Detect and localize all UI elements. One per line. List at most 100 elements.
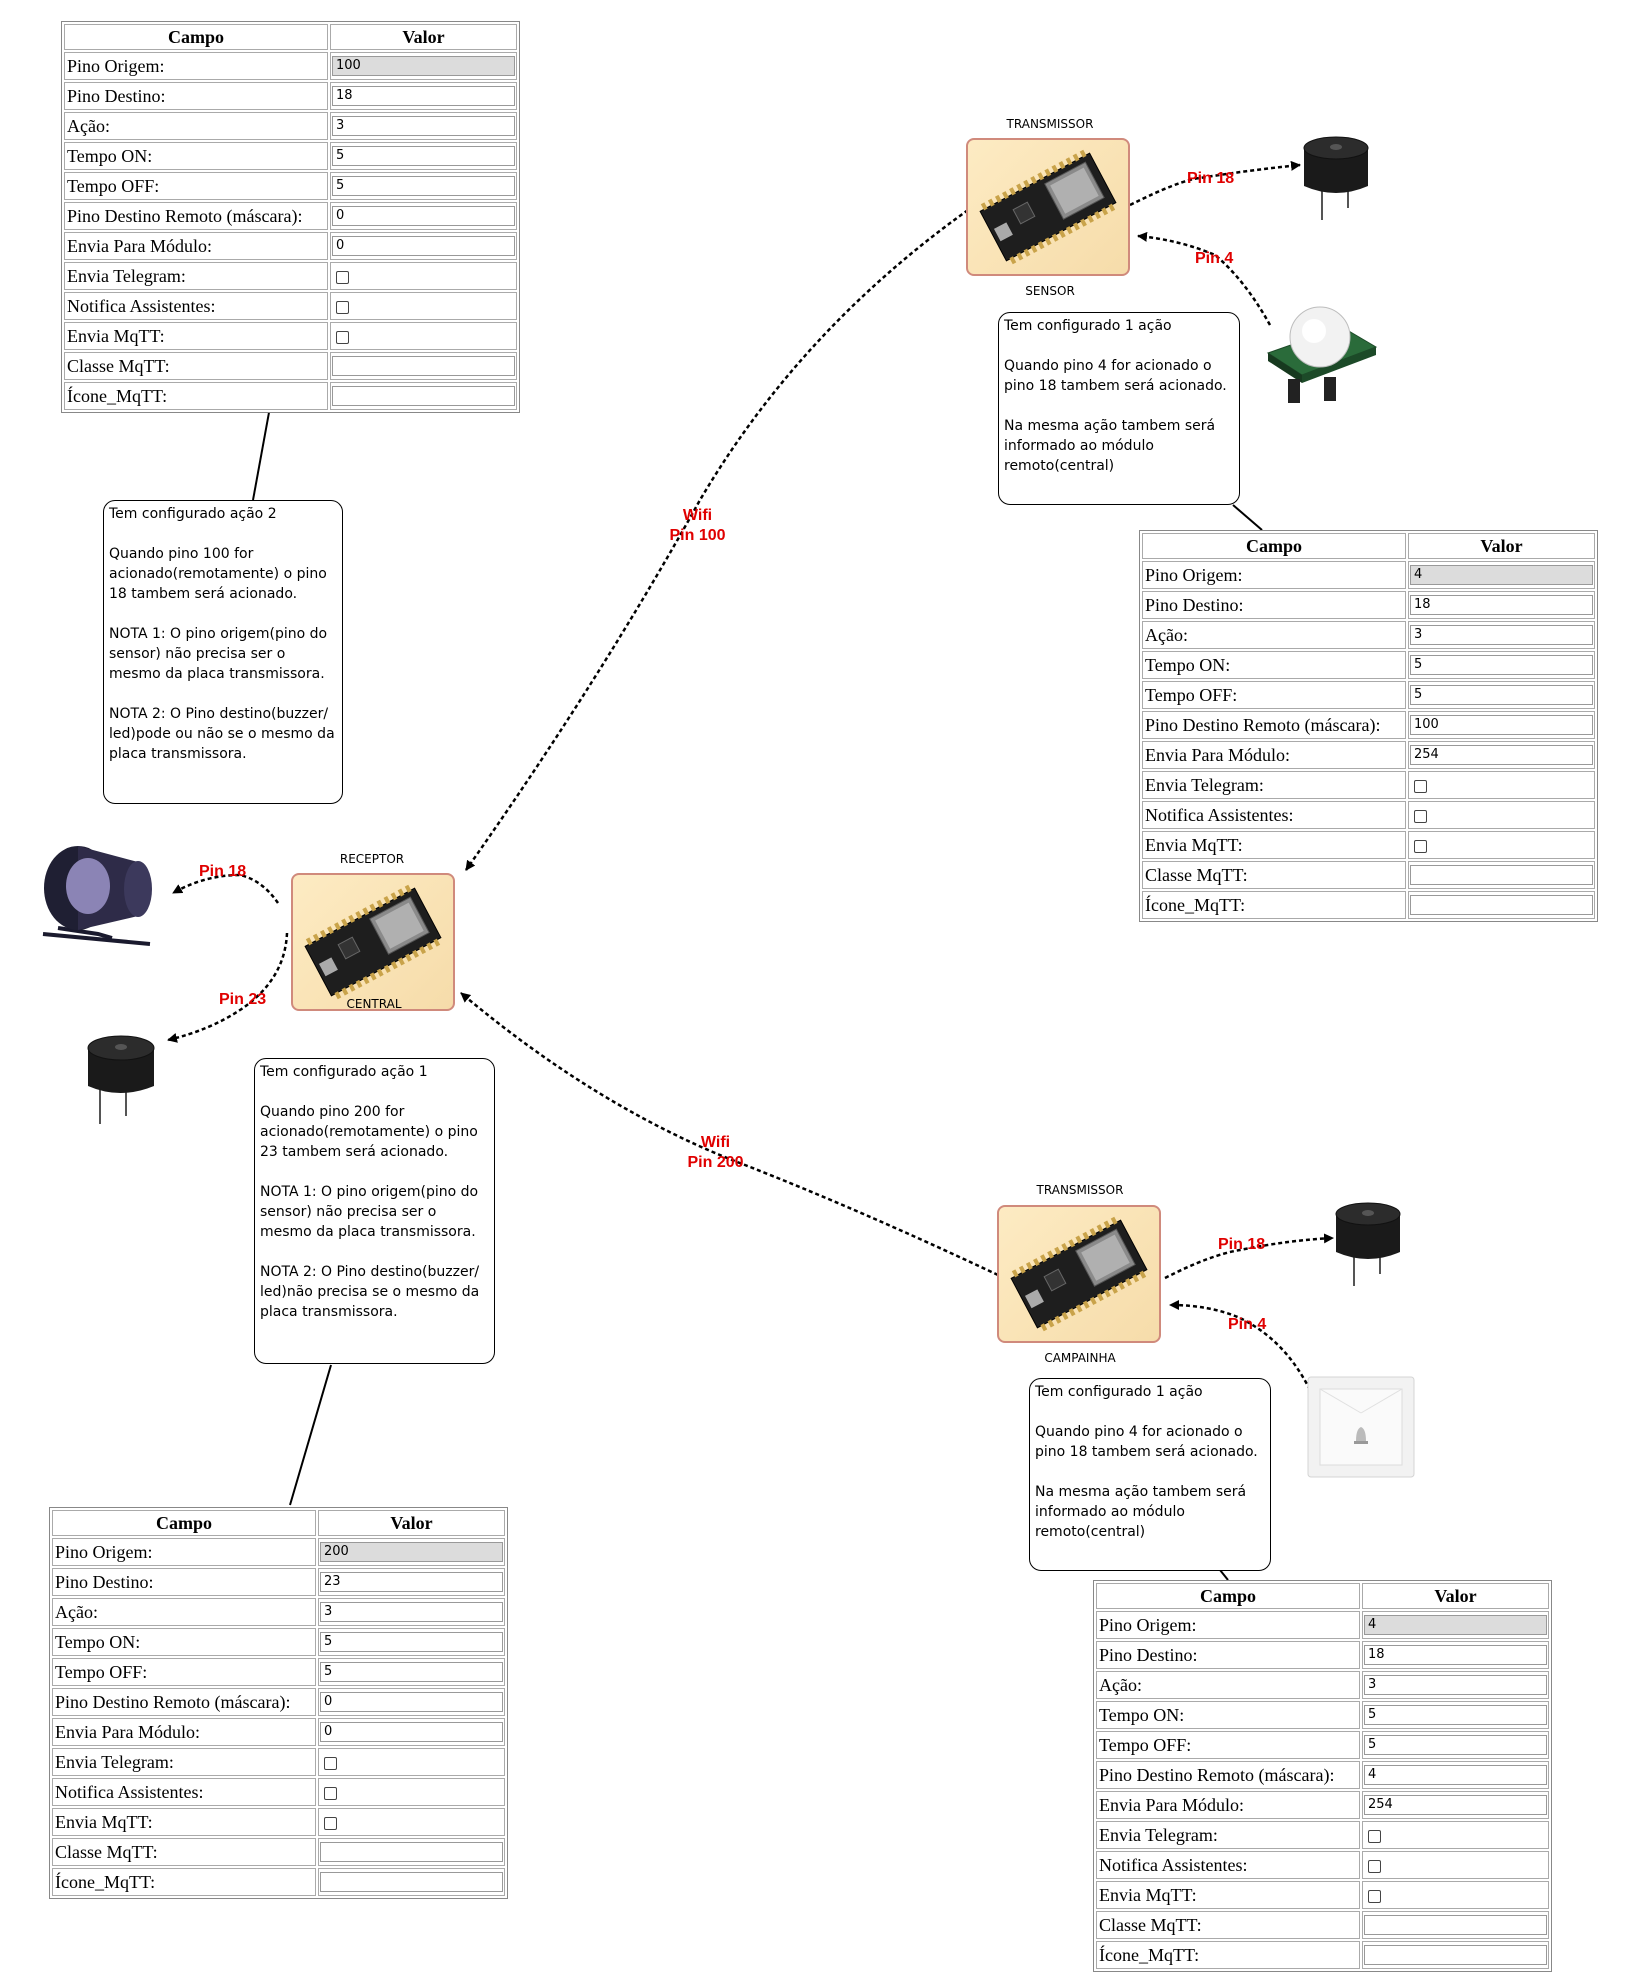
field-value xyxy=(1362,1911,1549,1939)
checkbox[interactable] xyxy=(1368,1889,1381,1903)
sensor-board-title: TRANSMISSOR xyxy=(1006,117,1094,131)
value-input[interactable]: 5 xyxy=(1410,685,1593,705)
table-row: Pino Destino: 18 xyxy=(1142,591,1595,619)
value-input[interactable]: 23 xyxy=(320,1572,503,1592)
value-input[interactable]: 4 xyxy=(1364,1765,1547,1785)
pin-label-central-18: Pin 18 xyxy=(199,863,247,880)
field-label: Pino Origem: xyxy=(1142,561,1406,589)
field-value: 254 xyxy=(1408,741,1595,769)
field-label: Classe MqTT: xyxy=(52,1838,316,1866)
value-input[interactable]: 254 xyxy=(1410,745,1593,765)
value-input[interactable] xyxy=(1364,1945,1547,1965)
table-row: Ação: 3 xyxy=(64,112,517,140)
value-input[interactable] xyxy=(320,1842,503,1862)
header-field: Campo xyxy=(1142,533,1406,559)
checkbox[interactable] xyxy=(1414,809,1427,823)
table-row: Envia Telegram: xyxy=(64,262,517,290)
field-label: Ação: xyxy=(64,112,328,140)
value-input[interactable] xyxy=(1410,865,1593,885)
table-row: Pino Origem: 4 xyxy=(1096,1611,1549,1639)
checkbox[interactable] xyxy=(324,1786,337,1800)
value-input[interactable]: 3 xyxy=(320,1602,503,1622)
table-row: Ação: 3 xyxy=(1142,621,1595,649)
field-label: Classe MqTT: xyxy=(1096,1911,1360,1939)
field-value: 5 xyxy=(330,172,517,200)
field-value xyxy=(318,1868,505,1896)
table-row: Pino Destino Remoto (máscara): 0 xyxy=(52,1688,505,1716)
field-value: 5 xyxy=(1362,1731,1549,1759)
value-input[interactable]: 0 xyxy=(320,1692,503,1712)
value-input[interactable] xyxy=(320,1872,503,1892)
field-value: 5 xyxy=(1408,681,1595,709)
value-input[interactable] xyxy=(1410,895,1593,915)
value-input[interactable]: 100 xyxy=(1410,715,1593,735)
checkbox[interactable] xyxy=(1414,839,1427,853)
field-label: Tempo OFF: xyxy=(1142,681,1406,709)
checkbox[interactable] xyxy=(324,1756,337,1770)
value-input[interactable]: 3 xyxy=(1410,625,1593,645)
field-label: Tempo ON: xyxy=(64,142,328,170)
field-label: Envia Para Módulo: xyxy=(1096,1791,1360,1819)
field-label: Envia MqTT: xyxy=(52,1808,316,1836)
field-value: 3 xyxy=(1362,1671,1549,1699)
header-field: Campo xyxy=(1096,1583,1360,1609)
table-row: Ícone_MqTT: xyxy=(64,382,517,410)
field-label: Ação: xyxy=(1142,621,1406,649)
value-input[interactable]: 3 xyxy=(332,116,515,136)
value-input[interactable]: 5 xyxy=(332,176,515,196)
sensor-pin4-wire xyxy=(1137,231,1272,326)
field-value: 18 xyxy=(1362,1641,1549,1669)
table-row: Ícone_MqTT: xyxy=(1096,1941,1549,1969)
field-label: Ícone_MqTT: xyxy=(52,1868,316,1896)
table-row: Envia Para Módulo: 0 xyxy=(64,232,517,260)
checkbox[interactable] xyxy=(1414,779,1427,793)
field-value: 5 xyxy=(318,1658,505,1686)
value-input[interactable]: 0 xyxy=(332,206,515,226)
value-input[interactable]: 5 xyxy=(320,1662,503,1682)
checkbox[interactable] xyxy=(336,300,349,314)
value-input[interactable]: 18 xyxy=(1410,595,1593,615)
field-label: Envia Para Módulo: xyxy=(52,1718,316,1746)
value-input[interactable] xyxy=(1364,1915,1547,1935)
checkbox[interactable] xyxy=(1368,1859,1381,1873)
note-campainha-link xyxy=(1219,1569,1229,1581)
checkbox[interactable] xyxy=(324,1816,337,1830)
field-value xyxy=(1408,831,1595,859)
value-input[interactable]: 5 xyxy=(1364,1735,1547,1755)
field-value: 100 xyxy=(330,52,517,80)
value-input[interactable]: 18 xyxy=(332,86,515,106)
note-sensor-link xyxy=(1232,504,1263,531)
field-value: 5 xyxy=(330,142,517,170)
checkbox[interactable] xyxy=(336,330,349,344)
value-input[interactable] xyxy=(332,386,515,406)
table-row: Pino Destino Remoto (máscara): 100 xyxy=(1142,711,1595,739)
field-value: 100 xyxy=(1408,711,1595,739)
campainha-board-subtitle: CAMPAINHA xyxy=(1044,1351,1116,1365)
value-input[interactable]: 0 xyxy=(332,236,515,256)
value-input[interactable]: 5 xyxy=(320,1632,503,1652)
value-input[interactable]: 5 xyxy=(332,146,515,166)
field-value xyxy=(330,382,517,410)
field-label: Ícone_MqTT: xyxy=(64,382,328,410)
value-input[interactable]: 18 xyxy=(1364,1645,1547,1665)
note-action2-link xyxy=(252,395,273,501)
table-row: Notifica Assistentes: xyxy=(52,1778,505,1806)
field-value xyxy=(318,1748,505,1776)
campainha-board-title: TRANSMISSOR xyxy=(1036,1183,1124,1197)
field-value xyxy=(318,1838,505,1866)
value-input[interactable]: 5 xyxy=(1410,655,1593,675)
wifi-label-pin100: Wifi Pin 100 xyxy=(669,507,726,544)
table-row: Pino Origem: 200 xyxy=(52,1538,505,1566)
value-field-readonly: 200 xyxy=(320,1542,503,1562)
table-row: Notifica Assistentes: xyxy=(64,292,517,320)
esp32-board-icon xyxy=(304,884,442,1000)
value-input[interactable]: 5 xyxy=(1364,1705,1547,1725)
value-input[interactable]: 254 xyxy=(1364,1795,1547,1815)
value-input[interactable] xyxy=(332,356,515,376)
value-input[interactable]: 3 xyxy=(1364,1675,1547,1695)
checkbox[interactable] xyxy=(336,270,349,284)
table-row: Pino Destino: 18 xyxy=(64,82,517,110)
checkbox[interactable] xyxy=(1368,1829,1381,1843)
value-input[interactable]: 0 xyxy=(320,1722,503,1742)
